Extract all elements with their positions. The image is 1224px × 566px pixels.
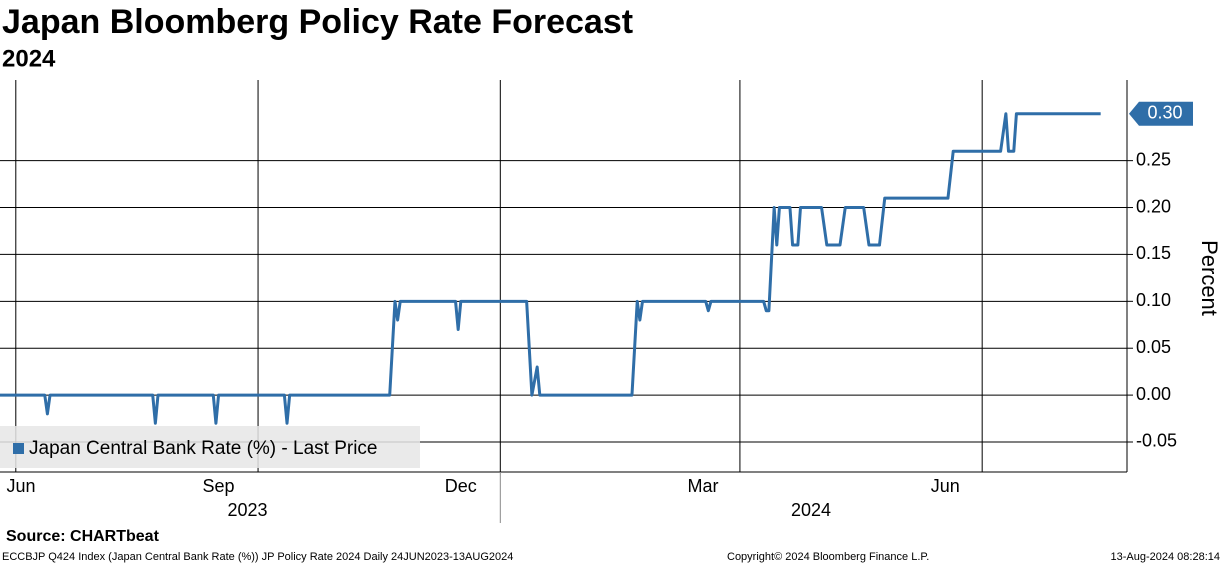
legend-label: Japan Central Bank Rate (%) - Last Price <box>29 438 378 459</box>
y-tick-label: 0.10 <box>1136 290 1171 310</box>
x-tick-label: Mar <box>688 476 719 496</box>
y-tick-label: 0.00 <box>1136 384 1171 404</box>
legend-swatch <box>13 443 24 454</box>
x-tick-label: Sep <box>203 476 235 496</box>
y-tick-label: 0.20 <box>1136 196 1171 216</box>
x-tick-label: Dec <box>445 476 477 496</box>
x-tick-label: Jun <box>7 476 36 496</box>
footnote: ECCBJP Q424 Index (Japan Central Bank Ra… <box>2 551 513 563</box>
y-tick-label: 0.15 <box>1136 243 1171 263</box>
year-label: 2023 <box>227 500 267 520</box>
y-tick-label: -0.05 <box>1136 431 1177 451</box>
timestamp: 13-Aug-2024 08:28:14 <box>1111 551 1220 563</box>
chart-subtitle: 2024 <box>2 45 56 72</box>
copyright: Copyright© 2024 Bloomberg Finance L.P. <box>727 551 929 563</box>
series-line <box>0 112 1101 425</box>
last-value-tag <box>1129 101 1193 126</box>
source: Source: CHARTbeat <box>6 528 160 545</box>
y-tick-label: 0.05 <box>1136 337 1171 357</box>
last-value-label: 0.30 <box>1147 103 1182 123</box>
y-tick-label: 0.25 <box>1136 149 1171 169</box>
legend-box <box>0 426 420 468</box>
chart-title: Japan Bloomberg Policy Rate Forecast <box>2 3 633 41</box>
y-axis-label: Percent <box>1197 240 1222 316</box>
year-label: 2024 <box>791 500 831 520</box>
x-tick-label: Jun <box>931 476 960 496</box>
